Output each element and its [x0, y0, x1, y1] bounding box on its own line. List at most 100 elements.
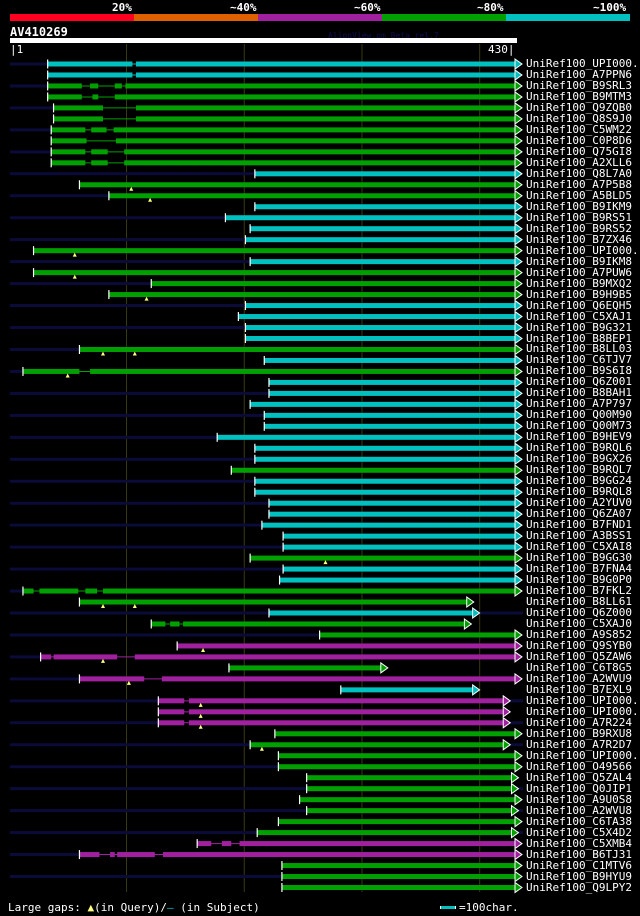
- hit-label[interactable]: UniRef100_C0P8D6: [526, 133, 632, 147]
- hit-label[interactable]: UniRef100_B9G321: [526, 320, 632, 334]
- hit-label[interactable]: UniRef100_B8BEP1: [526, 331, 632, 345]
- hit-label[interactable]: UniRef100_UPI000..: [526, 704, 640, 718]
- hit-label[interactable]: UniRef100_A7P5B8: [526, 177, 632, 191]
- hit-label[interactable]: UniRef100_B9RQL6: [526, 441, 632, 455]
- hit-label[interactable]: UniRef100_A2WVU9: [526, 671, 632, 685]
- query-gap-marker: [132, 604, 137, 609]
- hit-label[interactable]: UniRef100_Q5ZAW6: [526, 649, 632, 663]
- hit-label[interactable]: UniRef100_B9HEV9: [526, 430, 632, 444]
- hit-label[interactable]: UniRef100_Q75GI8: [526, 144, 632, 158]
- hit-label[interactable]: UniRef100_C6TA38: [526, 814, 632, 828]
- hit-label[interactable]: UniRef100_C5XAJ1: [526, 309, 632, 323]
- hit-label[interactable]: UniRef100_C5XAJ0: [526, 616, 632, 630]
- hit-label[interactable]: UniRef100_Q9ZQB0: [526, 100, 632, 114]
- hit-end-arrow: [514, 541, 523, 554]
- hit-label[interactable]: UniRef100_Q0JIP1: [526, 781, 632, 795]
- aligned-segment: [135, 105, 516, 111]
- hit-label[interactable]: UniRef100_B9MXQ2: [526, 276, 632, 290]
- hit-label[interactable]: UniRef100_B9GG30: [526, 551, 632, 565]
- hit-label[interactable]: UniRef100_A7PUW6: [526, 265, 632, 279]
- hit-end-arrow: [514, 793, 523, 806]
- hit-end-arrow: [514, 288, 523, 301]
- hit-label[interactable]: UniRef100_B9GG24: [526, 474, 632, 488]
- hit-end-arrow: [514, 112, 523, 125]
- hit-label[interactable]: UniRef100_Q5ZAL4: [526, 770, 632, 784]
- hit-end-arrow: [514, 233, 523, 246]
- hit-label[interactable]: UniRef100_Q6ZA07: [526, 507, 632, 521]
- hit-label[interactable]: UniRef100_A2YUV0: [526, 496, 632, 510]
- aligned-segment: [274, 731, 515, 737]
- hit-label[interactable]: UniRef100_B7EXL9: [526, 682, 632, 696]
- hit-label[interactable]: UniRef100_B7FKL2: [526, 584, 632, 598]
- query-gap-marker: [72, 274, 77, 279]
- hit-label[interactable]: UniRef100_C5X4D2: [526, 825, 632, 839]
- hit-label[interactable]: UniRef100_B6TJ31: [526, 847, 632, 861]
- hit-label[interactable]: UniRef100_B7FNA4: [526, 562, 632, 576]
- hit-label[interactable]: UniRef100_C5WM22: [526, 122, 632, 136]
- hit-label[interactable]: UniRef100_B9IKM8: [526, 254, 632, 268]
- hit-label[interactable]: UniRef100_B9G0P0: [526, 573, 632, 587]
- aligned-segment: [158, 709, 185, 715]
- hit-label[interactable]: UniRef100_A3BSS1: [526, 529, 632, 543]
- scale-bar-icon: [440, 906, 456, 909]
- hit-label[interactable]: UniRef100_A7PPN6: [526, 67, 632, 81]
- hit-end-arrow: [514, 881, 523, 894]
- hit-label[interactable]: UniRef100_UPI000..: [526, 748, 640, 762]
- hit-label[interactable]: UniRef100_C5XAI8: [526, 540, 632, 554]
- hit-label[interactable]: UniRef100_B9MTM3: [526, 89, 632, 103]
- hit-label[interactable]: UniRef100_A2XLL6: [526, 155, 632, 169]
- hit-label[interactable]: UniRef100_B8BAH1: [526, 386, 632, 400]
- hit-label[interactable]: UniRef100_O49566: [526, 759, 632, 773]
- hit-label[interactable]: UniRef100_UPI000..: [526, 693, 640, 707]
- hit-end-arrow: [514, 760, 523, 773]
- hit-label[interactable]: UniRef100_B9RXU8: [526, 726, 632, 740]
- hit-label[interactable]: UniRef100_B9H9B5: [526, 287, 632, 301]
- hit-label[interactable]: UniRef100_Q9LPY2: [526, 880, 632, 894]
- hit-label[interactable]: UniRef100_B9IKM9: [526, 199, 632, 213]
- hit-label[interactable]: UniRef100_A9S852: [526, 627, 632, 641]
- hit-label[interactable]: UniRef100_B8LL03: [526, 342, 632, 356]
- hit-label[interactable]: UniRef100_B9RQL7: [526, 463, 632, 477]
- hit-label[interactable]: UniRef100_A7R2D7: [526, 737, 632, 751]
- hit-label[interactable]: UniRef100_C6TJV7: [526, 353, 632, 367]
- hit-label[interactable]: UniRef100_Q6EQH5: [526, 298, 632, 312]
- hit-label[interactable]: UniRef100_A5BLD5: [526, 188, 632, 202]
- hit-end-arrow: [514, 431, 523, 444]
- hit-label[interactable]: UniRef100_A9U0S8: [526, 792, 632, 806]
- hit-label[interactable]: UniRef100_C1MTV6: [526, 858, 632, 872]
- hit-label[interactable]: UniRef100_B9SRL3: [526, 78, 632, 92]
- hit-label[interactable]: UniRef100_C5XMB4: [526, 836, 632, 850]
- hit-end-arrow: [514, 299, 523, 312]
- hit-label[interactable]: UniRef100_UPI000..: [526, 57, 640, 70]
- aligned-segment: [135, 72, 516, 78]
- hit-end-arrow: [472, 607, 481, 619]
- hit-end-arrow: [380, 661, 389, 674]
- hit-label[interactable]: UniRef100_Q8L7A0: [526, 166, 632, 180]
- hit-label[interactable]: UniRef100_B9GX26: [526, 452, 632, 466]
- hit-end-arrow: [514, 145, 523, 158]
- hit-label[interactable]: UniRef100_C6T8G5: [526, 660, 632, 674]
- hit-label[interactable]: UniRef100_Q00M73: [526, 419, 632, 433]
- aligned-segment: [278, 819, 515, 825]
- hit-label[interactable]: UniRef100_Q9SYB0: [526, 638, 632, 652]
- hit-label[interactable]: UniRef100_A2WVU8: [526, 803, 632, 817]
- hit-label[interactable]: UniRef100_B9S6I8: [526, 364, 632, 378]
- hit-label[interactable]: UniRef100_Q00M90: [526, 408, 632, 422]
- hit-label[interactable]: UniRef100_A7R224: [526, 715, 632, 729]
- hit-label[interactable]: UniRef100_B9HYU9: [526, 869, 632, 883]
- hit-label[interactable]: UniRef100_A7P797: [526, 397, 632, 411]
- hit-label[interactable]: UniRef100_Q6Z000: [526, 606, 632, 619]
- hit-label[interactable]: UniRef100_B7ZX46: [526, 232, 632, 246]
- hit-label[interactable]: UniRef100_B9RQL8: [526, 485, 632, 499]
- hit-label[interactable]: UniRef100_Q8S9J0: [526, 111, 632, 125]
- hit-label[interactable]: UniRef100_B9RS51: [526, 210, 632, 224]
- hit-end-arrow: [514, 530, 523, 543]
- aligned-segment: [158, 698, 185, 704]
- hit-label[interactable]: UniRef100_B8LL61: [526, 595, 632, 609]
- hit-end-arrow: [502, 694, 512, 707]
- hit-label[interactable]: UniRef100_UPI000..: [526, 243, 640, 257]
- hit-label[interactable]: UniRef100_B7FND1: [526, 518, 632, 532]
- hit-label[interactable]: UniRef100_B9RS52: [526, 221, 632, 235]
- hit-end-arrow: [514, 409, 523, 422]
- hit-label[interactable]: UniRef100_Q6Z001: [526, 375, 632, 389]
